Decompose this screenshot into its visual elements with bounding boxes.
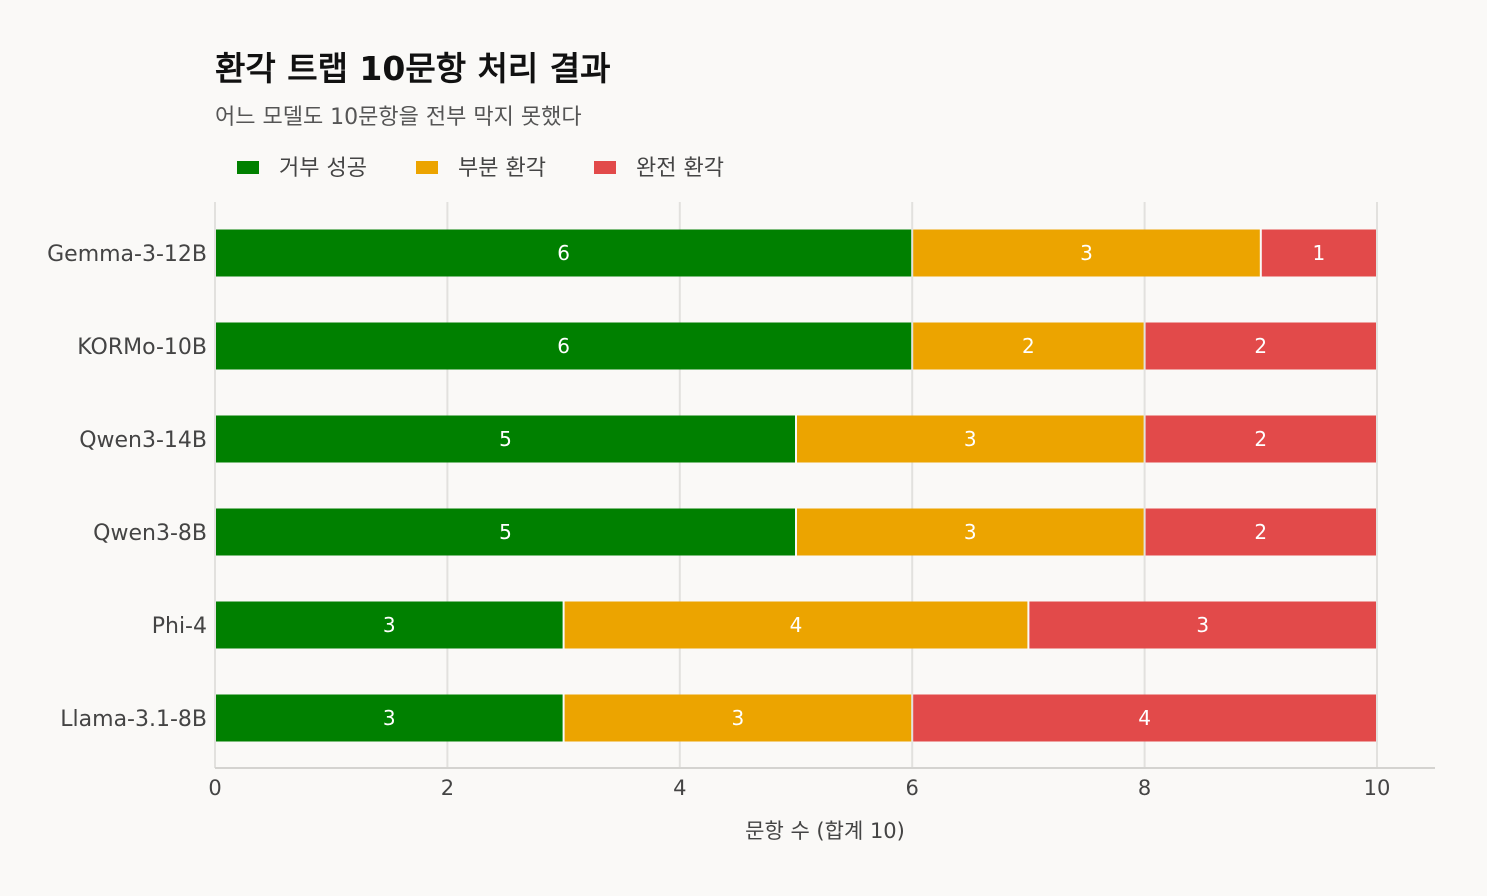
bar-label-1-2: 3: [1080, 241, 1093, 265]
y-tick-label-2: KORMo-10B: [77, 335, 207, 360]
bar-3-2: [797, 415, 1144, 463]
y-tick-label-6: Llama-3.1-8B: [60, 707, 207, 732]
bar-4-1: [216, 508, 795, 556]
legend-label-2: 부분 환각: [458, 156, 546, 181]
x-tick-label-0: 0: [208, 776, 221, 800]
bar-label-3-1: 5: [499, 427, 512, 451]
legend-swatch-3: [594, 161, 616, 174]
chart-title: 환각 트랩 10문항 처리 결과: [215, 49, 610, 88]
bar-label-1-1: 6: [557, 241, 570, 265]
bar-5-1: [216, 601, 563, 649]
bar-3-3: [1145, 415, 1376, 463]
bar-label-6-2: 3: [732, 706, 745, 730]
legend-swatch-1: [237, 161, 259, 174]
bar-5-2: [564, 601, 1028, 649]
legend: 거부 성공 부분 환각 완전 환각: [237, 156, 724, 181]
bar-label-5-1: 3: [383, 613, 396, 637]
x-tick-label-5: 10: [1364, 776, 1391, 800]
legend-label-3: 완전 환각: [636, 156, 724, 181]
bar-label-3-2: 3: [964, 427, 977, 451]
bar-label-5-2: 4: [790, 613, 803, 637]
legend-swatch-2: [416, 161, 438, 174]
x-axis: 0 2 4 6 8 10: [208, 767, 1435, 800]
y-tick-label-5: Phi-4: [152, 614, 207, 639]
bar-1-1: [216, 229, 912, 277]
x-tick-label-2: 4: [673, 776, 686, 800]
y-tick-label-4: Qwen3-8B: [93, 521, 207, 546]
bar-label-5-3: 3: [1196, 613, 1209, 637]
y-tick-label-1: Gemma-3-12B: [47, 242, 207, 267]
bar-label-4-1: 5: [499, 520, 512, 544]
bar-label-6-1: 3: [383, 706, 396, 730]
bar-label-2-3: 2: [1254, 334, 1267, 358]
x-tick-label-4: 8: [1138, 776, 1151, 800]
x-axis-label: 문항 수 (합계 10): [745, 819, 905, 843]
bar-label-4-2: 3: [964, 520, 977, 544]
x-tick-label-1: 2: [441, 776, 454, 800]
bar-label-4-3: 2: [1254, 520, 1267, 544]
y-axis: Gemma-3-12B KORMo-10B Qwen3-14B Qwen3-8B Phi…: [47, 242, 207, 732]
bar-label-1-3: 1: [1313, 241, 1326, 265]
bar-6-3: [913, 694, 1376, 742]
x-tick-label-3: 6: [906, 776, 919, 800]
bar-2-1: [216, 322, 912, 370]
bar-4-2: [797, 508, 1144, 556]
y-tick-label-3: Qwen3-14B: [79, 428, 207, 453]
bar-3-1: [216, 415, 795, 463]
chart-subtitle: 어느 모델도 10문항을 전부 막지 못했다: [215, 105, 582, 130]
bar-1-3: [1261, 229, 1376, 277]
bar-6-1: [216, 694, 563, 742]
bar-label-2-2: 2: [1022, 334, 1035, 358]
gridlines: [214, 202, 1378, 768]
bar-label-6-3: 4: [1138, 706, 1151, 730]
bar-label-3-3: 2: [1254, 427, 1267, 451]
bar-2-2: [913, 322, 1144, 370]
bar-4-3: [1145, 508, 1376, 556]
bar-2-3: [1145, 322, 1376, 370]
bar-1-2: [913, 229, 1260, 277]
legend-label-1: 거부 성공: [279, 156, 367, 181]
bar-6-2: [564, 694, 912, 742]
bar-5-3: [1029, 601, 1376, 649]
bar-label-2-1: 6: [557, 334, 570, 358]
bars: 6 3 1 6 2 2 5 3 2 5 3 2 3 4 3 3 3 4: [216, 229, 1376, 742]
